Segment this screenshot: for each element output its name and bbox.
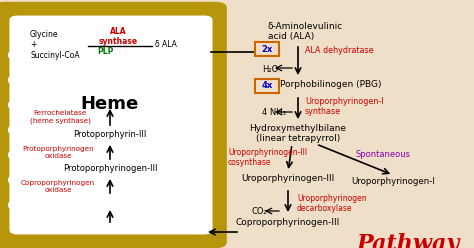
Circle shape: [9, 148, 36, 162]
Circle shape: [141, 219, 159, 229]
Text: Protoporphyrin-III: Protoporphyrin-III: [73, 130, 146, 139]
FancyBboxPatch shape: [255, 79, 279, 93]
Circle shape: [163, 19, 181, 29]
Text: Uroporphyrinogen-III
cosynthase: Uroporphyrinogen-III cosynthase: [228, 148, 307, 167]
Text: Protoporphyrinogen-III: Protoporphyrinogen-III: [63, 164, 157, 173]
Text: Heme: Heme: [81, 95, 139, 113]
Circle shape: [184, 173, 211, 187]
Circle shape: [184, 123, 211, 137]
Circle shape: [184, 48, 211, 62]
Text: 4 NH₃: 4 NH₃: [262, 108, 286, 117]
Text: H₂O: H₂O: [262, 65, 278, 74]
Circle shape: [184, 198, 211, 212]
Circle shape: [184, 98, 211, 112]
Text: Glycine
+
Succinyl-CoA: Glycine + Succinyl-CoA: [30, 30, 80, 60]
Circle shape: [9, 198, 36, 212]
Circle shape: [9, 48, 36, 62]
Text: Uroporphyrinogen-III: Uroporphyrinogen-III: [241, 174, 335, 183]
Circle shape: [41, 19, 59, 29]
Circle shape: [66, 19, 84, 29]
Text: 4x: 4x: [261, 82, 273, 91]
Circle shape: [66, 219, 84, 229]
Circle shape: [91, 219, 109, 229]
Text: Spontaneous: Spontaneous: [355, 150, 410, 159]
Text: Protoporphyrinogen
oxidase: Protoporphyrinogen oxidase: [22, 146, 94, 159]
Circle shape: [163, 219, 181, 229]
Circle shape: [141, 19, 159, 29]
Circle shape: [116, 219, 134, 229]
Text: Hydroxymethylbilane
(linear tetrapyrrol): Hydroxymethylbilane (linear tetrapyrrol): [249, 124, 346, 143]
Circle shape: [116, 19, 134, 29]
Text: Pathway: Pathway: [356, 233, 460, 248]
FancyBboxPatch shape: [0, 2, 227, 248]
Circle shape: [184, 73, 211, 87]
Text: 2x: 2x: [261, 44, 273, 54]
Text: ALA dehydratase: ALA dehydratase: [305, 46, 374, 55]
Text: δ-Aminolevulinic
acid (ALA): δ-Aminolevulinic acid (ALA): [268, 22, 343, 41]
FancyBboxPatch shape: [9, 16, 212, 234]
Text: Ferrochelatase
(heme synthase): Ferrochelatase (heme synthase): [29, 110, 91, 124]
Text: Coproporphyrinogen-III: Coproporphyrinogen-III: [236, 218, 340, 227]
Circle shape: [184, 148, 211, 162]
Circle shape: [9, 98, 36, 112]
Text: δ ALA: δ ALA: [155, 40, 177, 49]
Text: Coproporphyrinogen
oxidase: Coproporphyrinogen oxidase: [21, 180, 95, 193]
Text: Porphobilinogen (PBG): Porphobilinogen (PBG): [280, 80, 382, 89]
Text: Uroporphyrinogen-I: Uroporphyrinogen-I: [351, 177, 435, 186]
Circle shape: [91, 19, 109, 29]
Circle shape: [41, 219, 59, 229]
Circle shape: [9, 73, 36, 87]
Text: Uroporphyrinogen-I
synthase: Uroporphyrinogen-I synthase: [305, 97, 383, 116]
Circle shape: [9, 123, 36, 137]
FancyBboxPatch shape: [255, 41, 279, 57]
Text: PLP: PLP: [97, 47, 113, 56]
Text: ALA
synthase: ALA synthase: [99, 27, 137, 46]
Text: Uroporphyrinogen
decarboxylase: Uroporphyrinogen decarboxylase: [297, 194, 366, 213]
Text: CO₂: CO₂: [252, 207, 268, 216]
Circle shape: [9, 173, 36, 187]
